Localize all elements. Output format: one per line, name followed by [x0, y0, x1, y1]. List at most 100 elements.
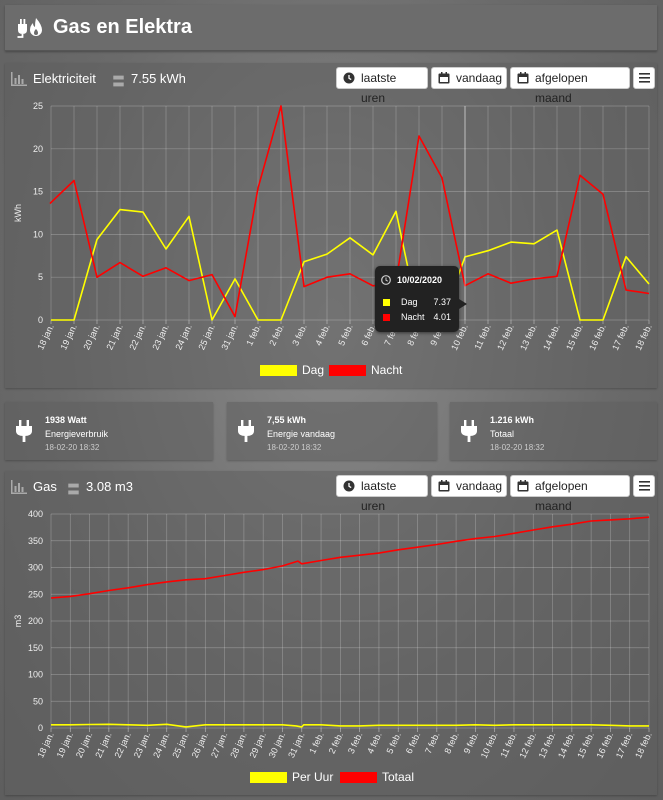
gas-chart: 0 50 100 150 200 250 300 350 400 18 jan.19 jan.20…	[13, 509, 654, 760]
tile-timestamp: 18-02-20 18:32	[267, 443, 322, 452]
x-tick-label: 1 feb.	[244, 323, 263, 348]
x-tick-label: 14 feb.	[556, 731, 577, 760]
x-tick-label: 29 jan.	[248, 731, 268, 760]
legend-swatch-totaal	[340, 772, 377, 783]
legend-label-totaal: Totaal	[382, 770, 415, 784]
clock-icon	[343, 480, 355, 492]
tooltip-swatch-nacht	[383, 314, 390, 321]
gas-panel: Gas 〓 3.08 m3 laatste uren vandaag afgel…	[5, 471, 657, 795]
x-tick-label: 3 feb.	[290, 323, 309, 348]
x-tick-label: 9 feb.	[462, 731, 481, 756]
page-title: Gas en Elektra	[53, 16, 192, 38]
chart-icon	[11, 72, 27, 86]
x-tick-label: 16 feb.	[595, 731, 616, 760]
x-tick-label: 25 jan.	[170, 731, 190, 760]
gas-last-month-button[interactable]: afgelopen maand	[510, 475, 630, 513]
x-tick-label: 18 jan.	[35, 731, 55, 760]
gas-menu-button[interactable]	[633, 475, 655, 497]
elec-today-label: vandaag	[456, 71, 503, 85]
electricity-title: Elektriciteit	[33, 71, 96, 86]
tile-value: 1.216 kWh	[490, 415, 535, 425]
gas-last-hours-button[interactable]: laatste uren	[336, 475, 428, 513]
x-tick-label: 23 jan.	[150, 323, 170, 352]
x-tick-label: 3 feb.	[346, 731, 365, 756]
plug-icon	[16, 420, 32, 442]
tile-value: 7,55 kWh	[267, 415, 307, 425]
elec-last-month-button[interactable]: afgelopen maand	[510, 67, 630, 105]
elec-last-hours-button[interactable]: laatste uren	[336, 67, 428, 105]
chart-icon	[11, 480, 27, 494]
electricity-value: 7.55 kWh	[131, 71, 186, 86]
tile-energy-usage[interactable]: 1938 Watt Energieverbruik 18-02-20 18:32	[5, 402, 213, 460]
series-line-per-uur	[51, 723, 649, 728]
electricity-chart: 0 5 10 15 20 25 18 jan. 19 jan. 20 jan. 21 jan. 22…	[13, 101, 654, 352]
x-tick-label: 27 jan.	[209, 731, 229, 760]
x-tick-label: 13 feb.	[518, 323, 539, 352]
plug-icon	[461, 420, 477, 442]
x-tick-label: 4 feb.	[313, 323, 332, 348]
x-tick-label: 6 feb.	[404, 731, 423, 756]
electricity-panel-header: Elektriciteit 〓 7.55 kWh laatste uren va…	[5, 63, 657, 105]
elec-today-button[interactable]: vandaag	[431, 67, 507, 89]
x-tick-label: 2 feb.	[267, 323, 286, 348]
x-tick-label: 20 jan.	[74, 731, 94, 760]
x-tick-label: 23 jan.	[132, 731, 152, 760]
tooltip-label-dag: Dag	[401, 297, 418, 307]
gas-panel-header: Gas 〓 3.08 m3 laatste uren vandaag afgel…	[5, 471, 657, 513]
elec-last-hours-label: laatste uren	[361, 71, 397, 105]
x-tick-label: 11 feb.	[498, 731, 518, 760]
series-line-totaal	[50, 516, 650, 599]
tile-label: Energieverbruik	[45, 429, 109, 439]
x-tick-label: 7 feb.	[423, 731, 442, 756]
legend-label-dag: Dag	[302, 363, 325, 377]
clock-icon	[381, 275, 391, 285]
gas-last-hours-label: laatste uren	[361, 479, 397, 513]
y-axis-label: m3	[13, 615, 23, 628]
y-axis-label: kWh	[13, 204, 23, 222]
tile-timestamp: 18-02-20 18:32	[490, 443, 545, 452]
y-tick-label: 20	[33, 144, 43, 154]
y-tick-label: 400	[28, 509, 43, 519]
x-tick-label: 10 feb.	[479, 731, 500, 760]
y-tick-label: 10	[33, 229, 43, 239]
tooltip-label-nacht: Nacht	[401, 312, 425, 322]
x-tick-label: 5 feb.	[336, 323, 355, 348]
elec-last-month-label: afgelopen maand	[535, 71, 588, 105]
y-tick-label: 100	[28, 670, 43, 680]
plug-icon	[238, 420, 254, 442]
x-tick-label: 26 jan.	[190, 731, 210, 760]
x-tick-label: 30 jan.	[267, 731, 287, 760]
calendar-icon	[438, 480, 450, 492]
gas-last-month-label: afgelopen maand	[535, 479, 588, 513]
x-tick-label: 14 feb.	[541, 323, 562, 352]
tile-energy-total[interactable]: 1.216 kWh Totaal 18-02-20 18:32	[450, 402, 657, 460]
tile-timestamp: 18-02-20 18:32	[45, 443, 100, 452]
y-tick-label: 350	[28, 536, 43, 546]
tooltip-swatch-dag	[383, 299, 390, 306]
legend-label-per-uur: Per Uur	[292, 770, 334, 784]
x-tick-label: 25 jan.	[196, 323, 216, 352]
tooltip-date: 10/02/2020	[397, 275, 443, 285]
y-tick-label: 0	[38, 315, 43, 325]
x-tick-label: 31 jan.	[219, 323, 239, 352]
tile-value: 1938 Watt	[45, 415, 87, 425]
x-tick-label: 22 jan.	[112, 731, 132, 760]
x-tick-label: 11 feb.	[472, 323, 492, 352]
y-tick-label: 15	[33, 187, 43, 197]
app-header: Gas en Elektra	[5, 5, 657, 51]
x-tick-label: 15 feb.	[564, 323, 585, 352]
tile-energy-today[interactable]: 7,55 kWh Energie vandaag 18-02-20 18:32	[227, 402, 437, 460]
y-tick-label: 50	[33, 696, 43, 706]
equals-icon: 〓	[112, 74, 126, 89]
gas-today-button[interactable]: vandaag	[431, 475, 507, 497]
electricity-legend: Dag Nacht	[260, 363, 420, 379]
x-tick-label: 18 feb.	[633, 731, 654, 760]
elec-menu-button[interactable]	[633, 67, 655, 89]
tile-label: Totaal	[490, 429, 515, 439]
hamburger-menu-icon	[639, 73, 650, 83]
x-tick-label: 15 feb.	[575, 731, 596, 760]
gas-value: 3.08 m3	[86, 479, 133, 494]
x-tick-label: 20 jan.	[81, 323, 101, 352]
x-tick-label: 21 jan.	[104, 323, 124, 352]
gas-title: Gas	[33, 479, 57, 494]
